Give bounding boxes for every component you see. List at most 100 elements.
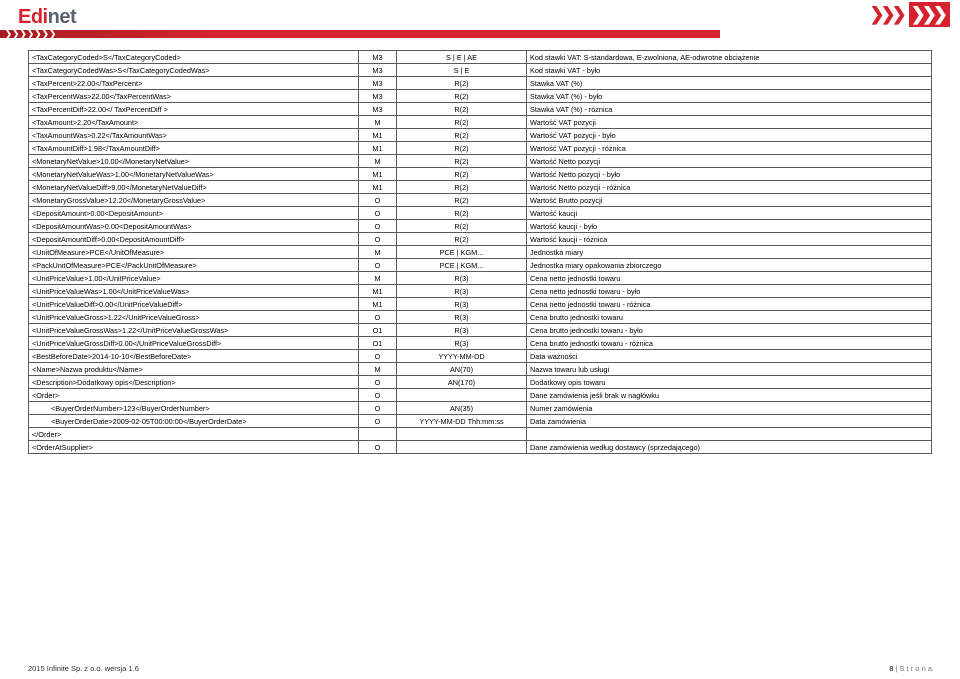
cell-format: R(2) <box>397 220 527 233</box>
logo: Edinet <box>18 6 76 29</box>
cell-req: O <box>359 402 397 415</box>
header-red-bar <box>0 30 720 38</box>
cell-element: <UnitPriceValueGrossWas>1.22</UnitPriceV… <box>29 324 359 337</box>
table-row: </Order> <box>29 428 932 441</box>
cell-format: R(3) <box>397 272 527 285</box>
cell-format: S | E <box>397 64 527 77</box>
cell-desc: Cena brutto jednostki towaru - było <box>527 324 932 337</box>
cell-format: R(3) <box>397 285 527 298</box>
cell-desc: Data ważności <box>527 350 932 363</box>
table-row: <BestBeforeDate>2014-10-10</BestBeforeDa… <box>29 350 932 363</box>
cell-element: <UnitPriceValueDiff>0.00</UnitPriceValue… <box>29 298 359 311</box>
footer-left: 2015 Infinite Sp. z o.o. wersja 1.6 <box>28 664 139 673</box>
logo-part2: net <box>48 6 77 28</box>
cell-req: M <box>359 246 397 259</box>
cell-req: O <box>359 389 397 402</box>
cell-format: R(2) <box>397 155 527 168</box>
cell-element: <DepositAmount>0.00<DepositAmount> <box>29 207 359 220</box>
table-row: <UnitPriceValue>1.00</UnitPriceValue>MR(… <box>29 272 932 285</box>
cell-format: PCE | KGM... <box>397 246 527 259</box>
cell-req: O <box>359 350 397 363</box>
chevron-right-icon: ❯❯❯ <box>909 2 950 27</box>
cell-req: M <box>359 155 397 168</box>
page-footer: 2015 Infinite Sp. z o.o. wersja 1.6 8 | … <box>28 664 932 673</box>
cell-req: O1 <box>359 337 397 350</box>
cell-desc: Cena netto jednostki towaru - różnica <box>527 298 932 311</box>
cell-element: </Order> <box>29 428 359 441</box>
table-row: <UnitPriceValueGrossWas>1.22</UnitPriceV… <box>29 324 932 337</box>
cell-format: R(2) <box>397 77 527 90</box>
chevron-left-icon: ❯❯❯❯❯❯❯ <box>4 29 56 40</box>
table-row: <UnitPriceValueDiff>0.00</UnitPriceValue… <box>29 298 932 311</box>
chevron-right-icon: ❯❯❯ <box>866 2 907 27</box>
cell-format: R(3) <box>397 311 527 324</box>
cell-req: M3 <box>359 77 397 90</box>
table-row: <DepositAmount>0.00<DepositAmount>OR(2)W… <box>29 207 932 220</box>
cell-req: M3 <box>359 64 397 77</box>
cell-format: R(2) <box>397 103 527 116</box>
cell-req: O <box>359 415 397 428</box>
cell-element: <UnitOfMeasure>PCE</UnitOfMeasure> <box>29 246 359 259</box>
cell-desc: Nazwa towaru lub usługi <box>527 363 932 376</box>
cell-element: <UnitPriceValueGross>1.22</UnitPriceValu… <box>29 311 359 324</box>
cell-desc: Wartość VAT pozycji - było <box>527 129 932 142</box>
table-row: <DepositAmountDiff>0.00<DepositAmountDif… <box>29 233 932 246</box>
cell-element: <TaxAmountWas>0.22</TaxAmountWas> <box>29 129 359 142</box>
table-row: <DepositAmountWas>0.00<DepositAmountWas>… <box>29 220 932 233</box>
cell-desc <box>527 428 932 441</box>
cell-element: <MonetaryNetValueDiff>9.00</MonetaryNetV… <box>29 181 359 194</box>
cell-element: <BuyerOrderNumber>123</BuyerOrderNumber> <box>29 402 359 415</box>
cell-format: S | E | AE <box>397 51 527 64</box>
cell-req: M3 <box>359 51 397 64</box>
table-row: <Name>Nazwa produktu</Name>MAN(70)Nazwa … <box>29 363 932 376</box>
table-row: <BuyerOrderDate>2009-02-05T00:00:00</Buy… <box>29 415 932 428</box>
cell-req: M1 <box>359 285 397 298</box>
cell-element: <TaxCategoryCoded>S</TaxCategoryCoded> <box>29 51 359 64</box>
chevron-right-group: ❯❯❯ ❯❯❯ <box>866 2 951 27</box>
table-row: <MonetaryNetValueDiff>9.00</MonetaryNetV… <box>29 181 932 194</box>
cell-format: AN(170) <box>397 376 527 389</box>
cell-desc: Wartość kaucji - było <box>527 220 932 233</box>
cell-req: O <box>359 376 397 389</box>
cell-element: <DepositAmountWas>0.00<DepositAmountWas> <box>29 220 359 233</box>
cell-element: <BestBeforeDate>2014-10-10</BestBeforeDa… <box>29 350 359 363</box>
cell-desc: Dane zamówienia według dostawcy (sprzeda… <box>527 441 932 454</box>
cell-desc: Stawka VAT (%) - było <box>527 90 932 103</box>
cell-req: M1 <box>359 129 397 142</box>
cell-format: AN(35) <box>397 402 527 415</box>
cell-format: R(2) <box>397 142 527 155</box>
table-row: <TaxPercentWas>22.00</TaxPercentWas>M3R(… <box>29 90 932 103</box>
cell-desc: Wartość Netto pozycji - różnica <box>527 181 932 194</box>
cell-format: YYYY-MM-DD <box>397 350 527 363</box>
cell-desc: Kod stawki VAT - było <box>527 64 932 77</box>
cell-req: O <box>359 311 397 324</box>
cell-desc: Wartość kaucji <box>527 207 932 220</box>
cell-req: M3 <box>359 90 397 103</box>
cell-desc: Dane zamówienia jeśli brak w nagłówku <box>527 389 932 402</box>
cell-element: <UnitPriceValue>1.00</UnitPriceValue> <box>29 272 359 285</box>
cell-element: <Description>Dodatkowy opis</Description… <box>29 376 359 389</box>
cell-req: O <box>359 207 397 220</box>
cell-desc: Wartość VAT pozycji - różnica <box>527 142 932 155</box>
cell-element: <TaxPercentWas>22.00</TaxPercentWas> <box>29 90 359 103</box>
table-row: <OrderAtSupplier>ODane zamówienia według… <box>29 441 932 454</box>
table-row: <TaxPercent>22.00</TaxPercent>M3R(2)Staw… <box>29 77 932 90</box>
cell-format: R(3) <box>397 298 527 311</box>
cell-desc: Wartość kaucji - różnica <box>527 233 932 246</box>
footer-page: 8 | S t r o n a <box>889 664 932 673</box>
cell-element: <TaxPercentDiff>22.00</ TaxPercentDiff > <box>29 103 359 116</box>
table-row: <UnitPriceValueWas>1.00</UnitPriceValueW… <box>29 285 932 298</box>
table-row: <Description>Dodatkowy opis</Description… <box>29 376 932 389</box>
cell-req: M <box>359 363 397 376</box>
cell-format: R(2) <box>397 168 527 181</box>
cell-format: R(2) <box>397 207 527 220</box>
cell-format <box>397 428 527 441</box>
table-row: <UnitPriceValueGross>1.22</UnitPriceValu… <box>29 311 932 324</box>
page-label: | S t r o n a <box>893 664 932 673</box>
cell-req: O <box>359 441 397 454</box>
cell-desc: Wartość Netto pozycji <box>527 155 932 168</box>
cell-format: R(2) <box>397 90 527 103</box>
cell-element: <UnitPriceValueGrossDiff>0.00</UnitPrice… <box>29 337 359 350</box>
cell-desc: Numer zamówienia <box>527 402 932 415</box>
cell-format: R(2) <box>397 116 527 129</box>
